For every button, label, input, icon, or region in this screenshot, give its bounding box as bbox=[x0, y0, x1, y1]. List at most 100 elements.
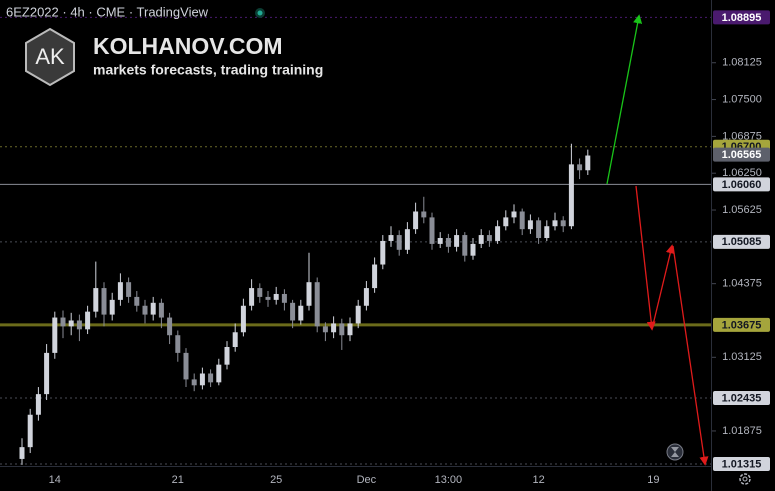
candle-body bbox=[35, 394, 41, 415]
price-label: 1.05085 bbox=[722, 236, 762, 248]
candle-body bbox=[183, 352, 189, 380]
y-tick-label: 1.04375 bbox=[722, 278, 762, 290]
candle-body bbox=[577, 164, 583, 171]
candle-body bbox=[126, 282, 132, 297]
candle-body bbox=[191, 379, 197, 386]
time-axis: 14 21 25 Dec 13:00 12 19 bbox=[49, 474, 660, 486]
candle-body bbox=[44, 352, 50, 395]
candle-body bbox=[249, 288, 255, 306]
candle-body bbox=[257, 288, 263, 297]
candle-body bbox=[101, 288, 107, 315]
price-labels: 1.088951.067001.065651.060601.050851.036… bbox=[713, 10, 770, 471]
candle-body bbox=[495, 226, 501, 241]
candle-body bbox=[331, 323, 337, 333]
x-tick-label: 13:00 bbox=[435, 474, 463, 486]
tagline: markets forecasts, trading training bbox=[93, 62, 323, 78]
price-label-box bbox=[713, 390, 770, 405]
y-tick-label: 1.03125 bbox=[722, 351, 762, 363]
price-label: 1.03675 bbox=[722, 319, 762, 331]
candle-body bbox=[85, 311, 91, 330]
candle-body bbox=[454, 235, 460, 247]
candle-body bbox=[224, 346, 230, 365]
candle-body bbox=[281, 293, 287, 303]
candle-body bbox=[519, 211, 525, 230]
price-label: 1.06565 bbox=[722, 149, 762, 161]
price-label: 1.08895 bbox=[722, 12, 762, 24]
candle-body bbox=[306, 282, 312, 306]
candle-body bbox=[298, 305, 304, 321]
y-tick-label: 1.08125 bbox=[722, 57, 762, 69]
candle-body bbox=[273, 293, 279, 300]
candle-body bbox=[27, 414, 33, 448]
candle-body bbox=[290, 302, 296, 321]
candle-body bbox=[372, 264, 378, 289]
price-label: 1.06060 bbox=[722, 179, 762, 191]
price-label-box bbox=[713, 456, 770, 471]
price-label: 1.01315 bbox=[722, 458, 762, 470]
x-tick-label: 19 bbox=[647, 474, 659, 486]
y-tick-label: 1.01875 bbox=[722, 425, 762, 437]
candle-body bbox=[232, 332, 238, 347]
candle-body bbox=[396, 235, 402, 250]
candle-body bbox=[527, 220, 533, 230]
settings-icon[interactable] bbox=[739, 473, 751, 485]
symbol-header: 6EZ2022 · 4h · CME · TradingView bbox=[6, 4, 209, 19]
candle-body bbox=[503, 217, 509, 227]
logo-badge bbox=[25, 27, 75, 87]
candle-body bbox=[429, 217, 435, 244]
candle-body bbox=[511, 211, 517, 218]
price-label-box bbox=[713, 147, 770, 162]
candle-body bbox=[68, 320, 74, 327]
candle-body bbox=[585, 155, 591, 171]
candle-body bbox=[347, 323, 353, 336]
candle-body bbox=[19, 447, 25, 459]
gear-hub bbox=[742, 476, 748, 482]
candle-body bbox=[413, 211, 419, 230]
candle-body bbox=[470, 243, 476, 256]
candle-body bbox=[216, 364, 222, 383]
candle-body bbox=[265, 296, 271, 300]
down-arrow bbox=[635, 185, 656, 331]
candle-body bbox=[134, 296, 140, 306]
forecast-arrows bbox=[606, 14, 709, 466]
candle-body bbox=[76, 320, 82, 330]
candle-body bbox=[363, 288, 369, 306]
candle-body bbox=[52, 317, 58, 353]
candle-body bbox=[339, 323, 345, 336]
candle-body bbox=[117, 282, 123, 300]
candle-body bbox=[167, 317, 173, 336]
x-tick-label: 14 bbox=[49, 474, 61, 486]
replay-button[interactable] bbox=[666, 443, 684, 461]
candle-body bbox=[208, 373, 214, 383]
candle-body bbox=[462, 235, 468, 256]
candle-body bbox=[536, 220, 542, 239]
price-label-box bbox=[713, 317, 770, 332]
candles bbox=[19, 143, 591, 465]
candle-body bbox=[568, 164, 574, 227]
candle-body bbox=[421, 211, 427, 218]
price-label-box bbox=[713, 234, 770, 249]
candle-body bbox=[544, 226, 550, 239]
candle-body bbox=[199, 373, 205, 386]
candle-body bbox=[437, 238, 443, 244]
gear[interactable] bbox=[739, 473, 751, 485]
candle-body bbox=[445, 238, 451, 247]
candle-body bbox=[322, 326, 328, 333]
candle-body bbox=[380, 240, 386, 265]
candle-body bbox=[486, 235, 492, 241]
candle-body bbox=[552, 220, 558, 227]
logo-text: AK bbox=[35, 44, 65, 69]
replay-icon[interactable] bbox=[666, 443, 684, 461]
brand: KOLHANOV.COM bbox=[93, 33, 283, 59]
candle-body bbox=[355, 305, 361, 324]
watermark: AK KOLHANOV.COM markets forecasts, tradi… bbox=[25, 27, 323, 87]
candle-body bbox=[240, 305, 246, 333]
y-tick-label: 1.07500 bbox=[722, 93, 762, 105]
candle-body bbox=[404, 229, 410, 250]
y-tick-label: 1.06875 bbox=[722, 130, 762, 142]
candle-body bbox=[158, 302, 164, 318]
x-tick-label: Dec bbox=[357, 474, 377, 486]
candle-body bbox=[93, 288, 99, 312]
